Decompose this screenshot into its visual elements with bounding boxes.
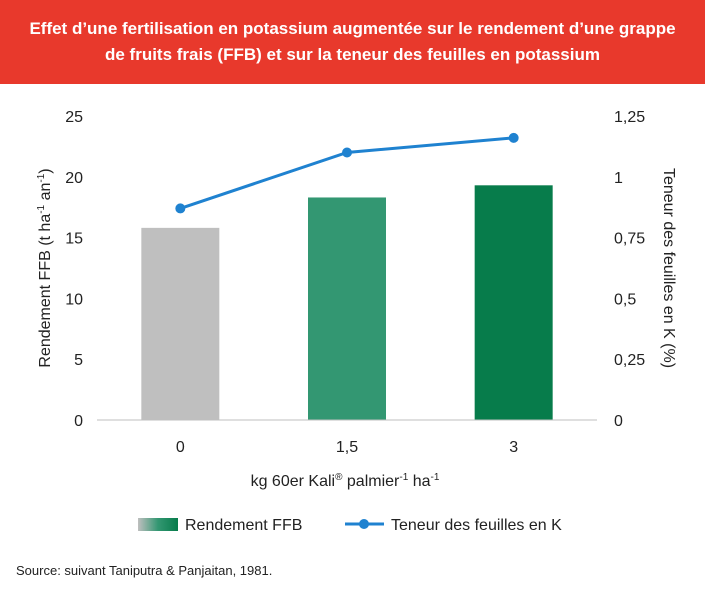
bar — [474, 185, 553, 420]
y2-tick-label: 0 — [614, 413, 623, 430]
line-series — [175, 132, 519, 214]
x-tick-label: 3 — [509, 439, 518, 456]
chart-title: Effet d’une fertilisation en potassium a… — [29, 19, 676, 64]
y-tick-label: 5 — [74, 352, 83, 369]
legend-marker-teneur — [359, 519, 369, 529]
bar-series — [141, 185, 553, 420]
y2-tick-label: 0,5 — [614, 291, 636, 308]
y2-tick-label: 0,25 — [614, 352, 645, 369]
y-tick-label: 15 — [65, 231, 83, 248]
y-tick-label: 10 — [65, 291, 83, 308]
line-point — [342, 147, 352, 158]
y2-tick-label: 1,25 — [614, 109, 645, 126]
y2-axis-label: Teneur des feuilles en K (%) — [660, 168, 677, 368]
bar — [308, 197, 386, 420]
source-note: Source: suivant Taniputra & Panjaitan, 1… — [16, 563, 273, 578]
right-axis-ticks: 0 0,25 0,5 0,75 1 1,25 — [614, 109, 645, 430]
y2-tick-label: 1 — [614, 170, 623, 187]
line-point — [508, 132, 519, 143]
bar — [141, 227, 220, 420]
line-point — [175, 203, 186, 214]
legend: Rendement FFB Teneur des feuilles en K — [138, 517, 562, 534]
y-tick-label: 20 — [65, 170, 83, 187]
legend-swatch-rendement — [138, 518, 178, 531]
y2-tick-label: 0,75 — [614, 231, 645, 248]
left-axis-ticks: 0 5 10 15 20 25 — [65, 109, 83, 430]
legend-label-teneur: Teneur des feuilles en K — [391, 517, 562, 534]
y-tick-label: 25 — [65, 109, 83, 126]
chart-header: Effet d’une fertilisation en potassium a… — [0, 0, 705, 84]
y-tick-label: 0 — [74, 413, 83, 430]
legend-label-rendement: Rendement FFB — [185, 517, 302, 534]
y-axis-label: Rendement FFB (t ha-1 an-1) — [36, 168, 54, 367]
x-axis-label: kg 60er Kali® palmier-1 ha-1 — [251, 472, 440, 490]
x-axis-ticks: 0 1,5 3 — [176, 439, 518, 456]
x-tick-label: 0 — [176, 439, 185, 456]
x-tick-label: 1,5 — [336, 439, 358, 456]
